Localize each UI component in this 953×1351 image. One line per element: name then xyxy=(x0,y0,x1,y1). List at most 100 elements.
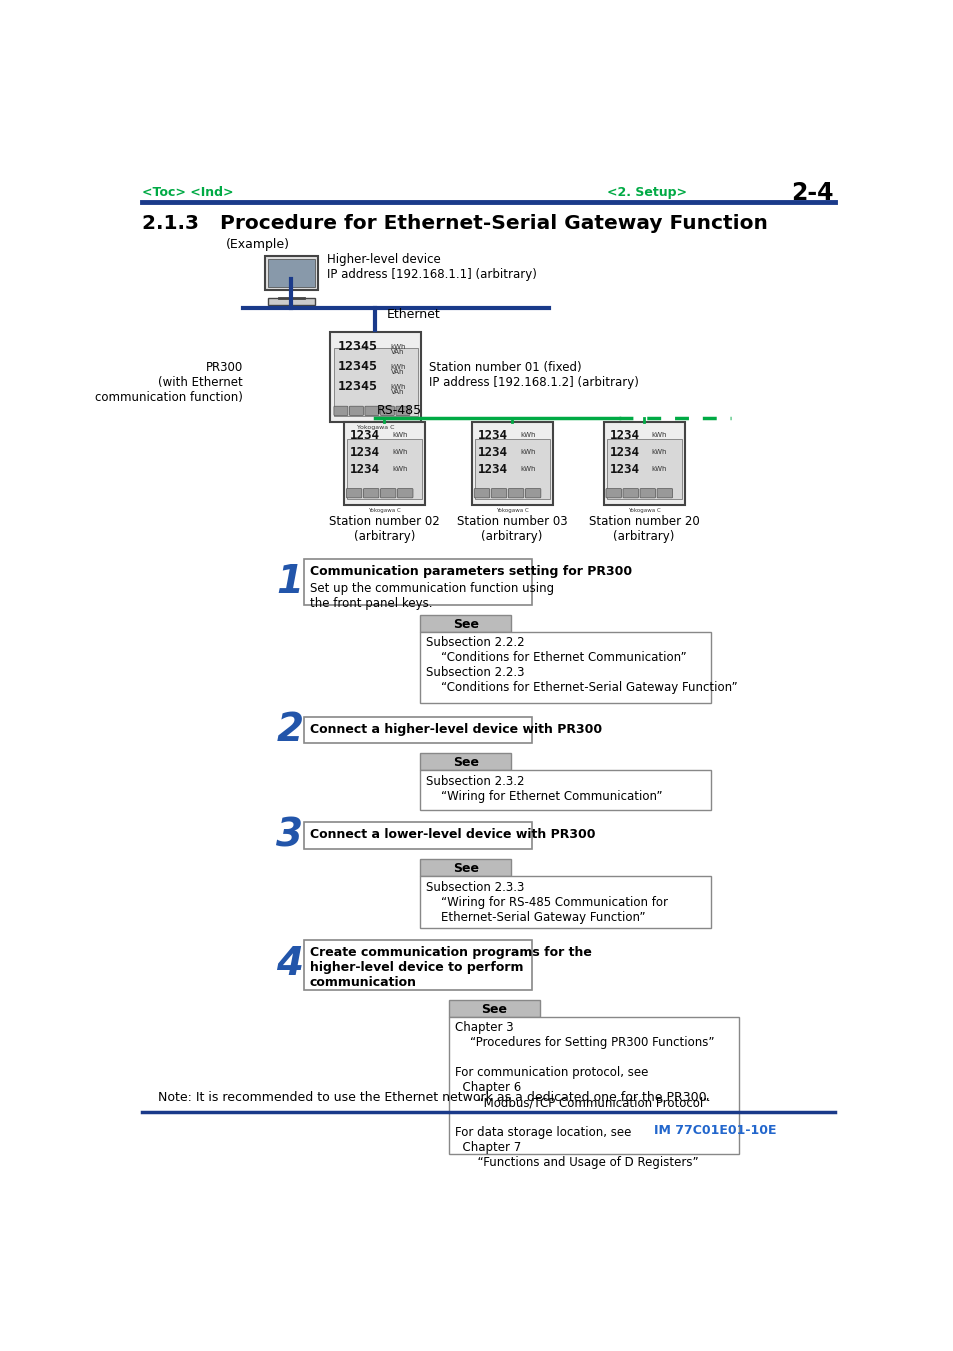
Text: RS-485: RS-485 xyxy=(376,404,421,416)
Text: 1234: 1234 xyxy=(609,463,639,476)
Text: Subsection 2.2.2
    “Conditions for Ethernet Communication”
Subsection 2.2.3
  : Subsection 2.2.2 “Conditions for Etherne… xyxy=(426,636,737,694)
Text: kWh: kWh xyxy=(390,363,406,370)
FancyBboxPatch shape xyxy=(606,439,681,499)
Text: 2.1.3   Procedure for Ethernet-Serial Gateway Function: 2.1.3 Procedure for Ethernet-Serial Gate… xyxy=(142,215,767,234)
FancyBboxPatch shape xyxy=(380,407,394,416)
FancyBboxPatch shape xyxy=(303,716,532,743)
FancyBboxPatch shape xyxy=(639,489,655,497)
FancyBboxPatch shape xyxy=(419,754,511,770)
FancyBboxPatch shape xyxy=(346,489,361,497)
Text: Station number 03
(arbitrary): Station number 03 (arbitrary) xyxy=(456,515,567,543)
Text: PR300
(with Ethernet
communication function): PR300 (with Ethernet communication funct… xyxy=(95,361,243,404)
Text: VAh: VAh xyxy=(390,350,403,355)
Text: <Toc> <Ind>: <Toc> <Ind> xyxy=(142,186,233,200)
FancyBboxPatch shape xyxy=(349,407,363,416)
Text: Yokogawa C: Yokogawa C xyxy=(627,508,659,512)
FancyBboxPatch shape xyxy=(303,940,532,990)
FancyBboxPatch shape xyxy=(474,489,489,497)
Text: 2: 2 xyxy=(276,711,303,748)
Text: Create communication programs for the
higher-level device to perform
communicati: Create communication programs for the hi… xyxy=(310,946,591,989)
Text: Station number 02
(arbitrary): Station number 02 (arbitrary) xyxy=(329,515,439,543)
FancyBboxPatch shape xyxy=(508,489,523,497)
FancyBboxPatch shape xyxy=(475,439,550,499)
FancyBboxPatch shape xyxy=(380,489,395,497)
Text: 1234: 1234 xyxy=(609,430,639,442)
Text: VAh: VAh xyxy=(390,389,403,396)
FancyBboxPatch shape xyxy=(265,257,317,290)
FancyBboxPatch shape xyxy=(303,821,532,848)
Text: Subsection 2.3.3
    “Wiring for RS-485 Communication for
    Ethernet-Serial Ga: Subsection 2.3.3 “Wiring for RS-485 Comm… xyxy=(426,881,667,924)
FancyBboxPatch shape xyxy=(419,615,511,632)
Text: Station number 01 (fixed)
IP address [192.168.1.2] (arbitrary): Station number 01 (fixed) IP address [19… xyxy=(429,361,639,389)
FancyBboxPatch shape xyxy=(330,331,421,423)
Text: See: See xyxy=(453,617,478,631)
Text: Subsection 2.3.2
    “Wiring for Ethernet Communication”: Subsection 2.3.2 “Wiring for Ethernet Co… xyxy=(426,775,662,802)
FancyBboxPatch shape xyxy=(448,1017,739,1154)
Text: Yokogawa C: Yokogawa C xyxy=(368,508,400,512)
Text: (Example): (Example) xyxy=(226,238,290,251)
Text: IM 77C01E01-10E: IM 77C01E01-10E xyxy=(654,1124,776,1138)
Text: See: See xyxy=(453,757,478,769)
Text: 12345: 12345 xyxy=(337,361,377,373)
FancyBboxPatch shape xyxy=(419,875,710,928)
Text: Communication parameters setting for PR300: Communication parameters setting for PR3… xyxy=(310,565,631,578)
Text: 1234: 1234 xyxy=(477,446,508,459)
FancyBboxPatch shape xyxy=(525,489,540,497)
Text: kWh: kWh xyxy=(519,432,535,439)
Text: kWh: kWh xyxy=(392,466,407,473)
Text: kWh: kWh xyxy=(651,466,666,473)
FancyBboxPatch shape xyxy=(605,489,620,497)
Text: 1234: 1234 xyxy=(350,446,380,459)
Text: Connect a lower-level device with PR300: Connect a lower-level device with PR300 xyxy=(310,828,595,842)
FancyBboxPatch shape xyxy=(395,407,410,416)
Text: 12345: 12345 xyxy=(337,340,377,354)
Text: 1234: 1234 xyxy=(350,463,380,476)
FancyBboxPatch shape xyxy=(419,859,511,875)
Text: Ethernet: Ethernet xyxy=(386,308,440,322)
FancyBboxPatch shape xyxy=(448,1000,539,1017)
Text: 3: 3 xyxy=(276,816,303,854)
Text: 1234: 1234 xyxy=(477,463,508,476)
Text: See: See xyxy=(453,862,478,874)
Text: 2-4: 2-4 xyxy=(790,181,833,205)
Text: kWh: kWh xyxy=(390,345,406,350)
Text: 1234: 1234 xyxy=(350,430,380,442)
FancyBboxPatch shape xyxy=(363,489,378,497)
Text: <2. Setup>: <2. Setup> xyxy=(607,186,687,200)
Text: 4: 4 xyxy=(276,946,303,984)
FancyBboxPatch shape xyxy=(419,632,710,703)
Text: 12345: 12345 xyxy=(337,381,377,393)
FancyBboxPatch shape xyxy=(268,259,314,286)
Text: kWh: kWh xyxy=(519,466,535,473)
FancyBboxPatch shape xyxy=(365,407,378,416)
Text: Set up the communication function using
the front panel keys.: Set up the communication function using … xyxy=(310,582,554,609)
Text: VAh: VAh xyxy=(390,369,403,376)
Text: Chapter 3
    “Procedures for Setting PR300 Functions”

For communication protoc: Chapter 3 “Procedures for Setting PR300 … xyxy=(455,1021,714,1170)
Text: Note: It is recommended to use the Ethernet network as a dedicated one for the P: Note: It is recommended to use the Ether… xyxy=(158,1092,710,1104)
Text: 1234: 1234 xyxy=(477,430,508,442)
FancyBboxPatch shape xyxy=(657,489,672,497)
Text: 1234: 1234 xyxy=(609,446,639,459)
Text: See: See xyxy=(481,1002,507,1016)
Text: kWh: kWh xyxy=(392,450,407,455)
Text: kWh: kWh xyxy=(651,432,666,439)
FancyBboxPatch shape xyxy=(347,439,422,499)
Text: kWh: kWh xyxy=(392,432,407,439)
Text: Higher-level device
IP address [192.168.1.1] (arbitrary): Higher-level device IP address [192.168.… xyxy=(327,253,537,281)
Text: 1: 1 xyxy=(276,563,303,601)
Text: kWh: kWh xyxy=(390,384,406,390)
FancyBboxPatch shape xyxy=(419,770,710,811)
Text: Yokogawa C: Yokogawa C xyxy=(356,426,395,430)
FancyBboxPatch shape xyxy=(268,297,314,304)
Text: kWh: kWh xyxy=(651,450,666,455)
FancyBboxPatch shape xyxy=(622,489,638,497)
FancyBboxPatch shape xyxy=(472,422,553,505)
FancyBboxPatch shape xyxy=(303,559,532,605)
Text: Connect a higher-level device with PR300: Connect a higher-level device with PR300 xyxy=(310,723,601,736)
Text: Yokogawa C: Yokogawa C xyxy=(496,508,528,512)
FancyBboxPatch shape xyxy=(344,422,425,505)
Text: Station number 20
(arbitrary): Station number 20 (arbitrary) xyxy=(588,515,699,543)
FancyBboxPatch shape xyxy=(334,407,348,416)
FancyBboxPatch shape xyxy=(397,489,413,497)
FancyBboxPatch shape xyxy=(334,349,417,416)
